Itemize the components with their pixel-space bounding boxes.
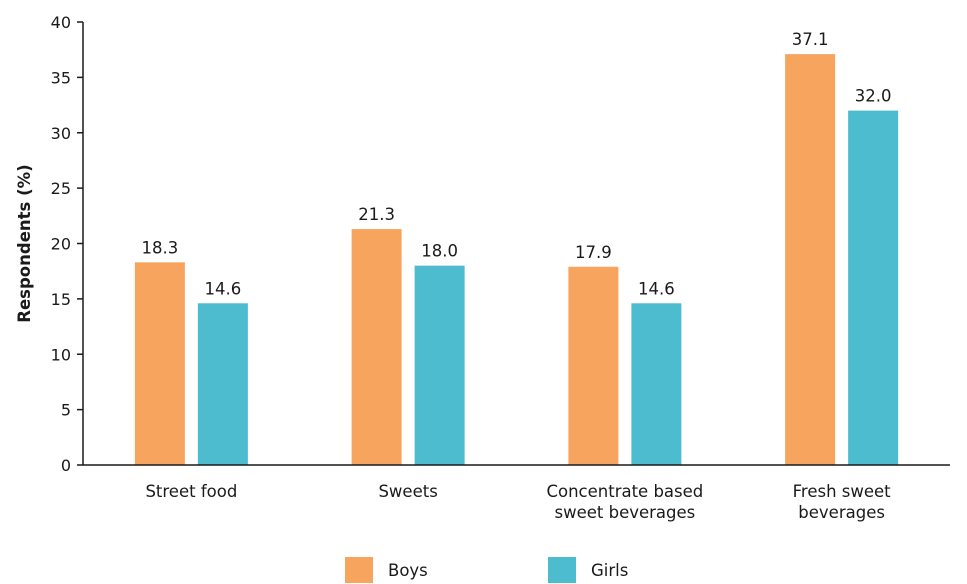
x-category-label: Concentrate based sweet beverages [546, 482, 703, 522]
data-labels: 18.3 14.6 21.3 18.0 17.9 14.6 37.1 32.0 [142, 30, 892, 298]
bars [134, 54, 899, 466]
data-label: 18.3 [142, 238, 179, 257]
bar-girls [631, 303, 682, 465]
data-label: 18.0 [421, 242, 458, 261]
y-axis-ticks: 0 5 10 15 20 25 30 35 40 [51, 13, 83, 475]
legend-item-boys: Boys [345, 557, 428, 583]
x-axis-labels: Street food Sweets Concentrate based sweet … [145, 482, 891, 522]
bar-boys [134, 262, 185, 465]
bar-girls [197, 303, 248, 465]
legend-label: Boys [388, 561, 428, 580]
y-tick-label: 15 [51, 290, 71, 309]
legend-swatch [548, 557, 576, 583]
data-label: 14.6 [638, 279, 675, 298]
legend: Boys Girls [345, 557, 628, 583]
legend-item-girls: Girls [548, 557, 628, 583]
x-category-label: Sweets [378, 482, 437, 501]
bar-girls [848, 110, 899, 465]
y-tick-label: 5 [61, 401, 71, 420]
y-tick-label: 35 [51, 68, 71, 87]
legend-label: Girls [591, 561, 628, 580]
y-tick-label: 10 [51, 345, 71, 364]
y-tick-label: 0 [61, 456, 71, 475]
legend-swatch [345, 557, 373, 583]
data-label: 37.1 [792, 30, 829, 49]
bar-boys [351, 229, 402, 465]
data-label: 14.6 [205, 279, 242, 298]
y-tick-label: 30 [51, 124, 71, 143]
bar-boys [568, 266, 619, 465]
x-category-label: Street food [145, 482, 237, 501]
bar-boys [785, 54, 836, 466]
bar-girls [414, 265, 465, 465]
y-tick-label: 25 [51, 179, 71, 198]
data-label: 21.3 [358, 205, 395, 224]
data-label: 17.9 [575, 243, 612, 262]
y-tick-label: 20 [51, 235, 71, 254]
y-tick-label: 40 [51, 13, 71, 32]
x-category-label: Fresh sweet beverages [793, 482, 892, 522]
data-label: 32.0 [855, 87, 892, 106]
y-axis-label: Respondents (%) [15, 164, 34, 322]
